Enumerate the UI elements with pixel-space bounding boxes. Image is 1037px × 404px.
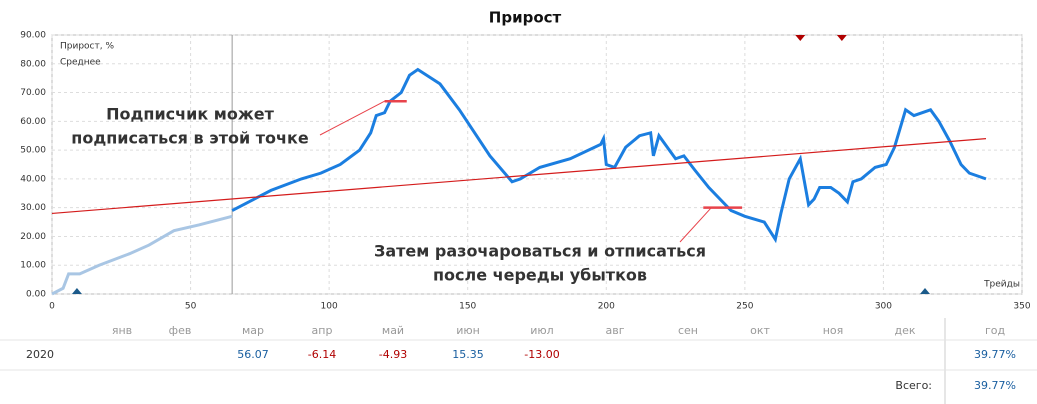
table-header: мар [242, 324, 264, 337]
annotation-pointer [679, 207, 712, 243]
y-tick-label: 80.00 [20, 59, 46, 69]
table-header: июл [530, 324, 553, 337]
annotation-text: Затем разочароваться и отписаться [374, 242, 706, 261]
legend-entry: Прирост, % [60, 42, 114, 52]
table-header: год [985, 324, 1006, 337]
x-axis-label: Трейды [983, 280, 1020, 290]
table-cell: 56.07 [237, 348, 269, 361]
y-tick-label: 30.00 [20, 203, 46, 213]
x-tick-label: 250 [736, 302, 753, 312]
y-tick-label: 20.00 [20, 232, 46, 242]
top-marker [836, 35, 847, 41]
y-tick-label: 50.00 [20, 146, 46, 156]
x-tick-label: 100 [321, 302, 338, 312]
table-header: сен [678, 324, 698, 337]
y-tick-label: 0.00 [26, 290, 46, 300]
table-header: ноя [823, 324, 844, 337]
table-header: дек [894, 324, 915, 337]
series-line [231, 67, 987, 244]
annotation-text: подписаться в этой точке [71, 129, 309, 148]
table-header: апр [312, 324, 333, 337]
top-marker [795, 35, 806, 41]
table-cell: -13.00 [524, 348, 559, 361]
table-cell: 15.35 [452, 348, 484, 361]
annotation-text: Подписчик может [106, 105, 275, 124]
x-tick-label: 350 [1013, 302, 1030, 312]
x-tick-label: 300 [875, 302, 892, 312]
x-tick-label: 0 [49, 302, 55, 312]
x-tick-label: 200 [598, 302, 615, 312]
chart-title: Прирост [489, 9, 562, 27]
footer-label: Всего: [895, 379, 932, 392]
y-tick-label: 60.00 [20, 117, 46, 127]
annotation-text: после череды убытков [433, 266, 647, 285]
table-header: окт [750, 324, 770, 337]
y-tick-label: 10.00 [20, 261, 46, 271]
table-header: июн [456, 324, 480, 337]
annotation-pointer [319, 100, 385, 136]
y-tick-label: 90.00 [20, 31, 46, 41]
footer-value: 39.77% [974, 379, 1016, 392]
x-tick-label: 150 [459, 302, 476, 312]
legend-entry: Среднее [60, 58, 101, 68]
table-header: авг [605, 324, 624, 337]
table-header: май [382, 324, 404, 337]
plot-frame [51, 34, 1023, 295]
table-header: фев [169, 324, 192, 337]
table-year: 2020 [26, 348, 54, 361]
bottom-marker [71, 288, 82, 294]
table-header: янв [112, 324, 132, 337]
table-cell: -4.93 [379, 348, 407, 361]
table-cell: -6.14 [308, 348, 336, 361]
series-line [51, 138, 987, 215]
y-tick-label: 40.00 [20, 174, 46, 184]
y-tick-label: 70.00 [20, 88, 46, 98]
series-line-inactive [51, 214, 233, 296]
table-total: 39.77% [974, 348, 1016, 361]
bottom-marker [920, 288, 930, 294]
x-tick-label: 50 [185, 302, 197, 312]
